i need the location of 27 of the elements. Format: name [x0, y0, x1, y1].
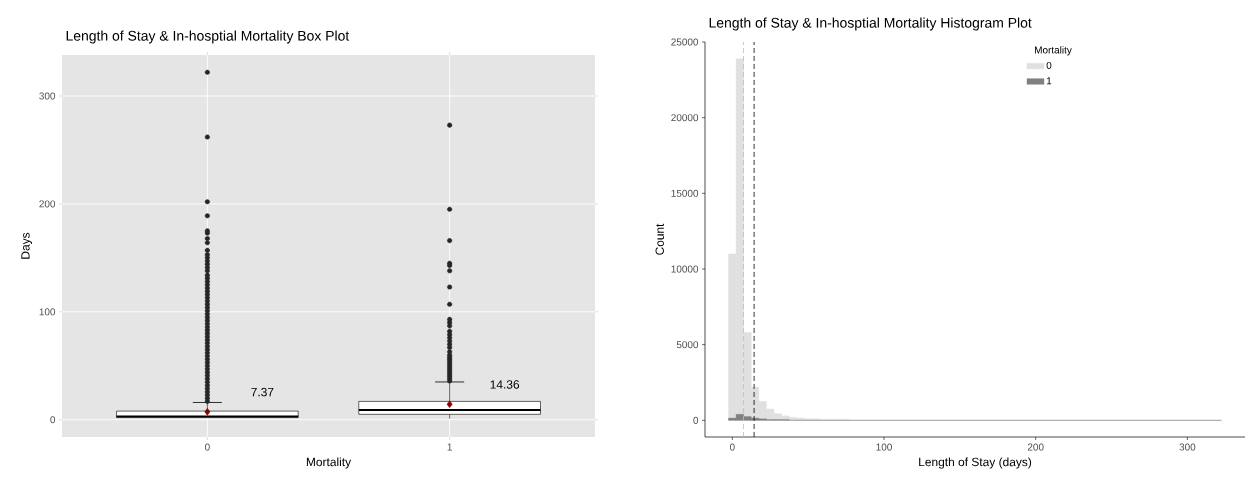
legend-label: 1 [1046, 77, 1052, 85]
x-tick-label: 0 [204, 443, 210, 451]
x-tick-label: 0 [729, 443, 735, 451]
legend-title: Mortality [1035, 46, 1072, 56]
y-tick-label: 0 [50, 416, 56, 424]
y-tick-label: 0 [693, 416, 699, 424]
x-tick-label: 1 [447, 443, 452, 451]
y-tick-label: 300 [39, 92, 56, 100]
y-tick-label: 20000 [671, 114, 699, 122]
chart-title: Length of Stay & In-hosptial Mortality Box Plot [66, 30, 350, 44]
x-tick-label: 300 [1179, 443, 1196, 451]
x-tick-label: 200 [1027, 443, 1044, 451]
annotation: 7.37 [251, 387, 274, 397]
y-tick-label: 100 [39, 308, 56, 316]
y-axis-title: Days [21, 232, 33, 259]
annotation: 14.36 [490, 380, 520, 389]
x-axis-title: Length of Stay (days) [919, 457, 1032, 469]
x-tick-label: 100 [876, 443, 892, 451]
y-tick-label: 15000 [671, 189, 699, 197]
y-tick-label: 25000 [671, 38, 699, 46]
y-tick-label: 200 [39, 200, 56, 208]
legend-label: 0 [1046, 61, 1052, 69]
y-tick-label: 10000 [671, 265, 699, 273]
x-axis-title: Mortality [306, 457, 352, 469]
chart-title: Length of Stay & In-hosptial Mortality Histogram Plot [709, 17, 1032, 31]
y-tick-label: 5000 [676, 341, 699, 349]
y-axis-title: Count [655, 223, 664, 255]
